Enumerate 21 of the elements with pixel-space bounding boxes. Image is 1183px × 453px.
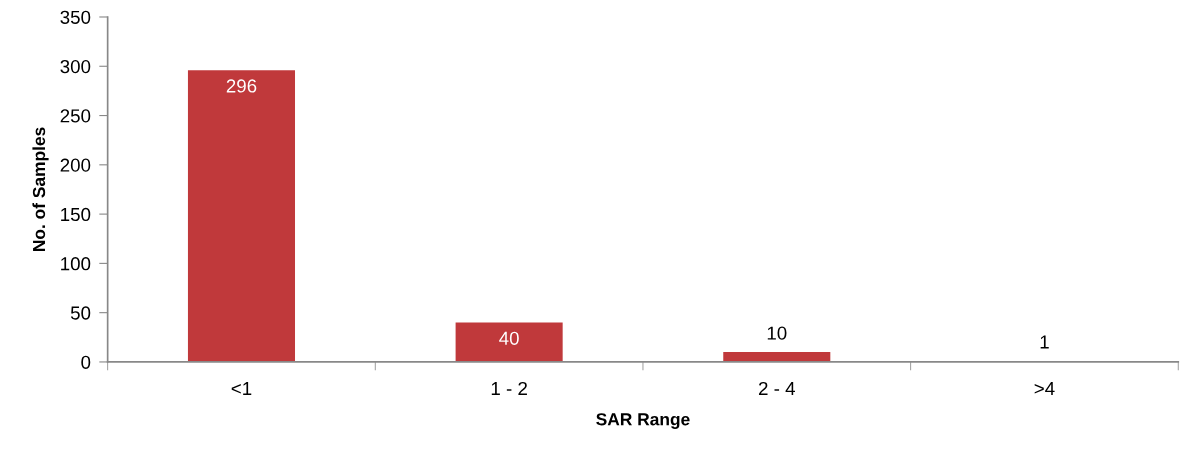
y-tick-label: 250 [60, 109, 91, 123]
y-tick-label: 200 [60, 158, 91, 172]
bar [455, 322, 563, 362]
bar [723, 352, 831, 362]
data-label: 40 [499, 331, 519, 345]
y-tick-label: 50 [70, 306, 91, 320]
data-label: 296 [226, 79, 257, 93]
y-tick-label: 350 [60, 10, 91, 24]
x-tick-label: >4 [1034, 382, 1055, 395]
data-label: 10 [767, 326, 787, 340]
y-tick-label: 0 [81, 355, 91, 369]
x-tick-label: 1 - 2 [491, 381, 527, 395]
x-axis-title: SAR Range [596, 413, 690, 429]
y-tick-label: 300 [60, 59, 91, 74]
y-tick-label: 100 [61, 257, 91, 271]
bar [187, 70, 296, 362]
x-tick-label: <1 [231, 382, 252, 395]
y-tick-label: 150 [61, 207, 91, 222]
data-label: 1 [1040, 335, 1049, 349]
y-axis-title: No. of Samples [32, 127, 49, 252]
x-tick-label: 2 - 4 [758, 381, 795, 395]
